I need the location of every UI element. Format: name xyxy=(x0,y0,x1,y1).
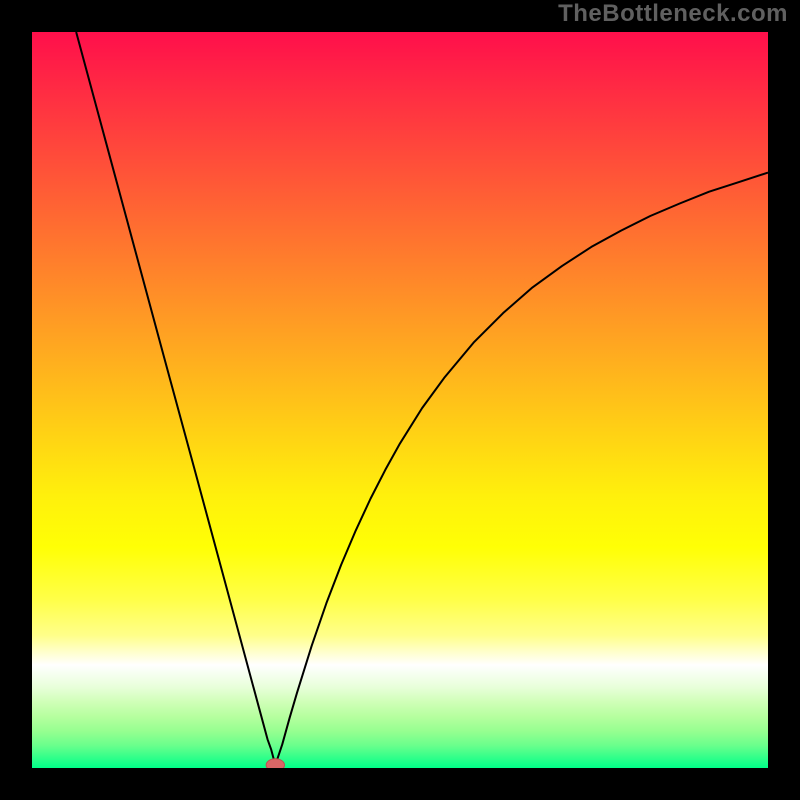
watermark-text: TheBottleneck.com xyxy=(558,0,788,28)
minimum-marker xyxy=(266,759,284,768)
chart-svg xyxy=(32,32,768,768)
chart-container: TheBottleneck.com xyxy=(0,0,800,800)
plot-area xyxy=(32,32,768,768)
gradient-background xyxy=(32,32,768,768)
